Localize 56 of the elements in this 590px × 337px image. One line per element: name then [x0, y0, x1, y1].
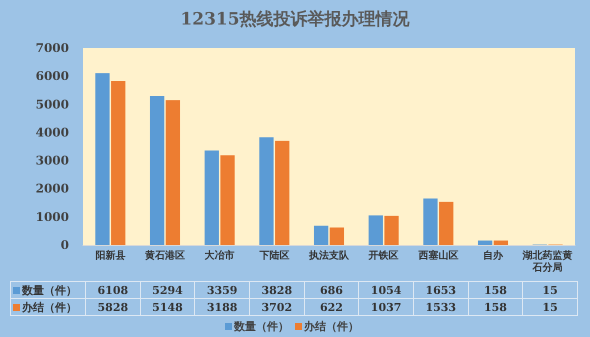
y-tick-label: 3000 — [36, 154, 69, 168]
bar — [220, 155, 235, 245]
legend-label: 办结（件） — [10, 298, 86, 316]
y-tick-label: 0 — [60, 238, 69, 252]
data-label: 5294 — [140, 282, 195, 298]
bar — [95, 73, 110, 245]
x-tick-label: 开铁区 — [368, 250, 399, 262]
bar — [330, 227, 344, 245]
bar — [111, 80, 126, 245]
text: 办结（件） — [304, 320, 359, 333]
bar — [439, 202, 454, 245]
bar — [494, 240, 508, 245]
data-label: 5148 — [140, 298, 195, 316]
data-label: 3702 — [249, 298, 304, 316]
data-label: 3188 — [194, 298, 250, 316]
bar — [259, 137, 274, 245]
text: 数量（件） — [234, 320, 289, 333]
x-tick-label: 阳新县 — [95, 250, 126, 262]
x-tick-label: 黄石港区 — [144, 250, 185, 262]
data-label: 1653 — [413, 282, 468, 298]
x-tick-label: 自办 — [483, 250, 504, 262]
x-tick-label: 湖北药监黄石分局 — [522, 250, 573, 274]
data-label: 15 — [522, 282, 578, 298]
data-label: 3828 — [249, 282, 304, 298]
data-label: 1533 — [413, 298, 468, 316]
y-tick-label: 1000 — [36, 210, 69, 224]
x-tick-label: 大冶市 — [204, 250, 235, 262]
y-tick-label: 6000 — [36, 69, 69, 84]
x-tick-label: 下陆区 — [258, 250, 290, 262]
legend-label: 数量（件） — [10, 282, 86, 298]
bar — [478, 240, 492, 245]
y-tick-label: 4000 — [36, 125, 69, 140]
data-label: 158 — [468, 298, 523, 316]
data-label: 158 — [468, 282, 523, 298]
bar — [275, 140, 290, 245]
bar — [166, 100, 180, 245]
data-label: 15 — [522, 298, 578, 316]
data-label: 3359 — [194, 282, 250, 298]
chart-title: 12315热线投诉举报办理情况 — [180, 10, 411, 30]
bar — [368, 215, 383, 245]
y-tick-label: 7000 — [36, 41, 69, 55]
bar — [384, 216, 399, 245]
bar — [150, 96, 164, 245]
data-label: 6108 — [86, 282, 140, 298]
y-tick-label: 2000 — [36, 182, 69, 196]
x-tick-label: 西塞山区 — [417, 250, 458, 262]
data-label: 622 — [304, 298, 359, 316]
y-tick-label: 5000 — [36, 97, 69, 112]
data-label: 5828 — [86, 298, 140, 316]
bar — [314, 226, 328, 245]
data-label: 686 — [304, 282, 359, 298]
data-label: 1037 — [358, 298, 414, 316]
bar — [423, 198, 438, 245]
x-tick-label: 执法支队 — [308, 250, 350, 262]
bar — [204, 150, 219, 245]
data-label: 1054 — [358, 282, 414, 298]
